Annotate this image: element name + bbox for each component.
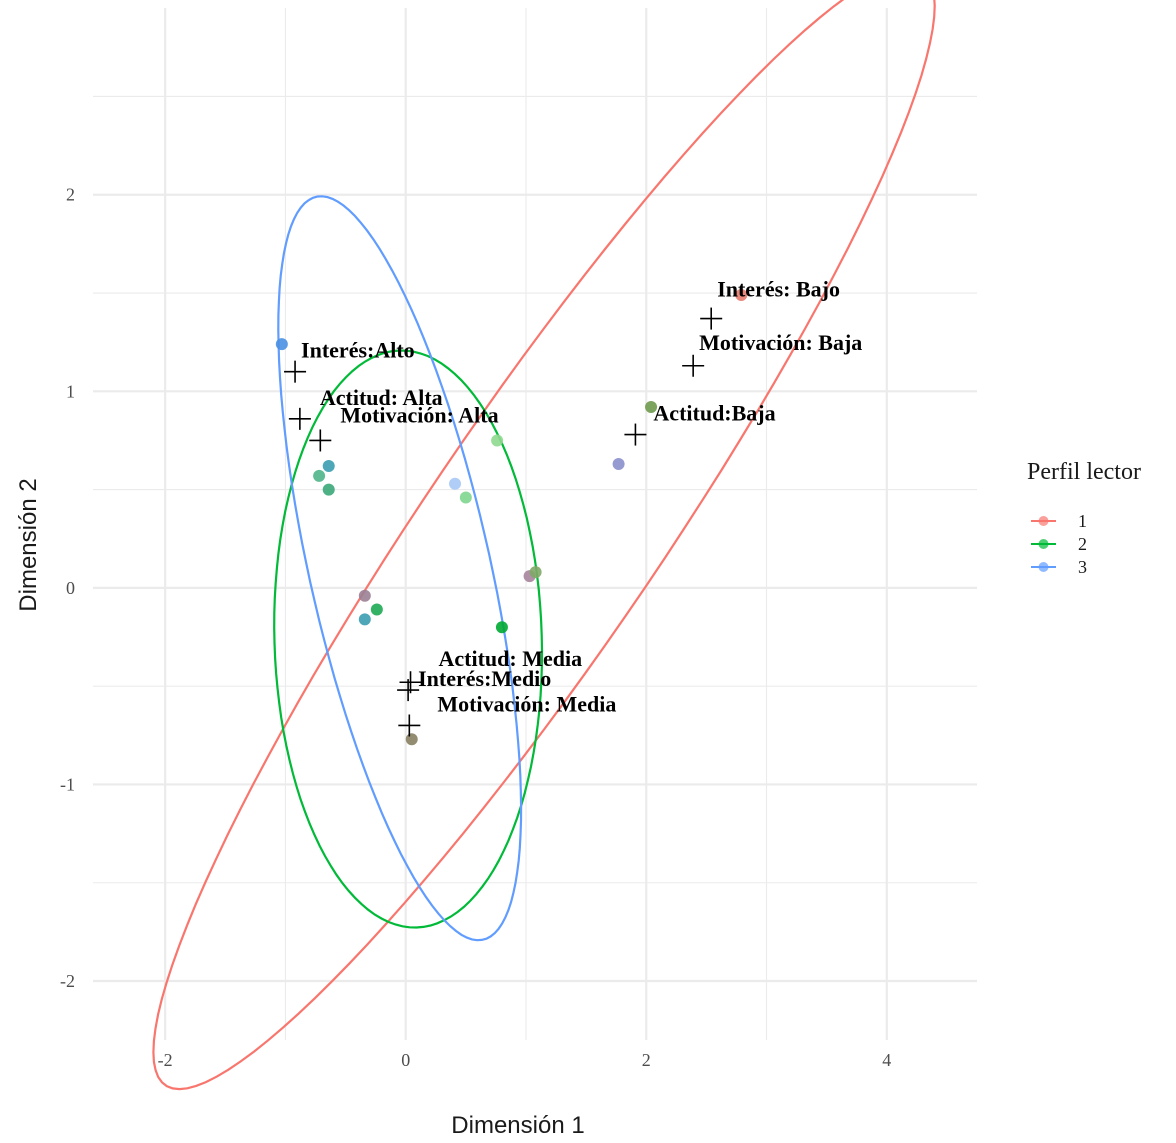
category-marker: [284, 360, 307, 383]
legend-label: 3: [1078, 557, 1087, 577]
legend-key-point: [1038, 516, 1049, 526]
category-marker: [700, 307, 723, 330]
y-tick-label: 2: [66, 185, 75, 205]
x-tick-label: 4: [882, 1050, 891, 1070]
data-point: [322, 483, 335, 496]
y-tick-label: -2: [60, 971, 75, 991]
category-label: Interés: Bajo: [717, 277, 840, 302]
data-point: [645, 401, 658, 414]
y-tick-label: 1: [66, 381, 75, 401]
data-point: [495, 621, 508, 634]
ellipse-group-3: [277, 195, 523, 942]
legend-item-1: 1: [1031, 511, 1087, 531]
x-tick-label: 0: [401, 1050, 410, 1070]
data-point: [449, 477, 462, 490]
data-point: [612, 458, 625, 471]
individual-points: [275, 288, 748, 746]
category-marker: [309, 429, 332, 452]
legend-label: 2: [1078, 534, 1087, 554]
data-point: [491, 434, 504, 447]
data-point: [735, 288, 748, 301]
data-point: [358, 613, 371, 626]
data-point: [529, 566, 542, 579]
legend: Perfil lector 1 2 3: [1027, 459, 1141, 577]
category-marker: [288, 407, 311, 430]
x-tick-label: 2: [642, 1050, 651, 1070]
y-tick-label: 0: [66, 578, 75, 598]
x-tick-labels: -2 0 2 4: [158, 1050, 892, 1070]
y-axis-title: Dimensión 2: [15, 478, 42, 611]
category-label: Actitud: Alta: [320, 385, 443, 410]
grid-major: [93, 8, 977, 1040]
category-marker: [397, 679, 420, 702]
category-label: Interés:Medio: [418, 666, 551, 691]
category-label: Motivación: Media: [437, 691, 616, 716]
x-tick-label: -2: [158, 1050, 173, 1070]
data-point: [322, 460, 335, 473]
category-markers: Interés: Bajo Motivación: Baja Actitud:Baj…: [284, 277, 862, 737]
category-label: Motivación: Baja: [699, 330, 862, 355]
legend-item-3: 3: [1031, 557, 1087, 577]
data-point: [358, 589, 371, 602]
ellipse-group-1: [152, 0, 936, 1091]
legend-key-point: [1038, 539, 1049, 549]
data-point: [313, 469, 326, 482]
grid-minor: [93, 8, 977, 1040]
legend-label: 1: [1078, 511, 1087, 531]
data-point: [370, 603, 383, 616]
data-point: [275, 338, 288, 351]
category-marker: [398, 714, 421, 737]
legend-key-point: [1038, 562, 1049, 572]
y-tick-label: -1: [60, 774, 75, 794]
legend-item-2: 2: [1031, 534, 1087, 554]
legend-title: Perfil lector: [1027, 459, 1141, 485]
category-label: Interés:Alto: [301, 338, 415, 363]
data-point: [405, 733, 418, 746]
y-tick-labels: -2 -1 0 1 2: [60, 185, 75, 991]
category-label: Actitud:Baja: [653, 401, 775, 426]
ellipse-group-2: [273, 349, 544, 929]
category-label: Motivación: Alta: [340, 402, 498, 427]
category-label: Actitud: Media: [439, 646, 583, 671]
category-marker: [682, 354, 705, 377]
confidence-ellipses: [152, 0, 936, 1091]
x-axis-title: Dimensión 1: [451, 1112, 584, 1139]
data-point: [459, 491, 472, 504]
category-marker: [624, 423, 647, 446]
